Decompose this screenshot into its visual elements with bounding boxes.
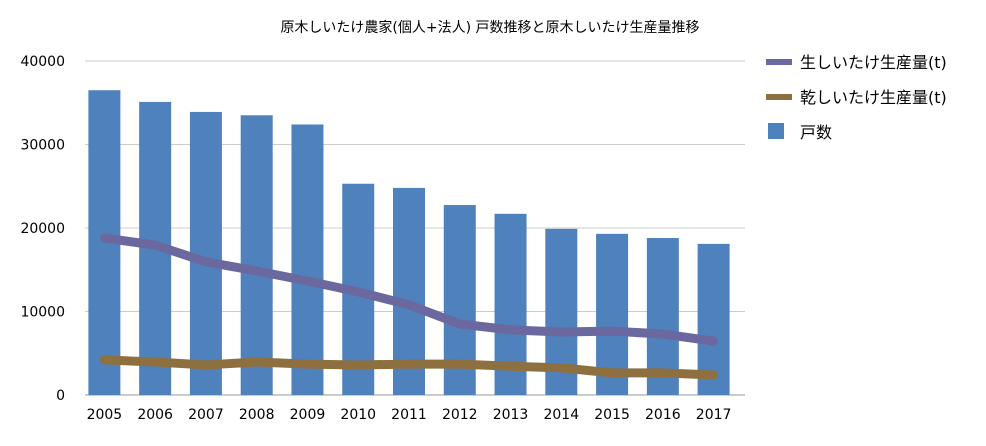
y-tick-label: 10000: [20, 305, 65, 321]
x-tick-label: 2017: [696, 407, 732, 423]
x-tick-label: 2015: [594, 407, 630, 423]
legend-label: 戸数: [800, 123, 832, 142]
x-tick-label: 2007: [188, 407, 224, 423]
bar: [240, 115, 273, 396]
legend-label: 乾しいたけ生産量(t): [800, 88, 947, 107]
x-tick-label: 2009: [290, 407, 326, 423]
y-tick-label: 20000: [20, 221, 65, 237]
x-tick-label: 2013: [493, 407, 529, 423]
series-line: [99, 233, 719, 346]
x-tick-label: 2008: [239, 407, 275, 423]
x-tick-label: 2014: [543, 407, 579, 423]
x-tick-label: 2011: [391, 407, 427, 423]
chart-title: 原木しいたけ農家(個人+法人) 戸数推移と原木しいたけ生産量推移: [280, 19, 699, 36]
legend-label: 生しいたけ生産量(t): [800, 53, 947, 72]
legend-swatch: [768, 123, 784, 139]
x-tick-label: 2016: [645, 407, 681, 423]
y-tick-label: 0: [56, 388, 65, 404]
y-tick-label: 40000: [20, 54, 65, 70]
bar: [189, 111, 222, 395]
x-tick-label: 2012: [442, 407, 478, 423]
x-tick-label: 2005: [87, 407, 123, 423]
x-tick-label: 2010: [340, 407, 376, 423]
x-tick-label: 2006: [137, 407, 173, 423]
series-line: [99, 355, 719, 380]
bar: [291, 124, 324, 396]
y-tick-label: 30000: [20, 138, 65, 154]
bar: [697, 243, 730, 395]
